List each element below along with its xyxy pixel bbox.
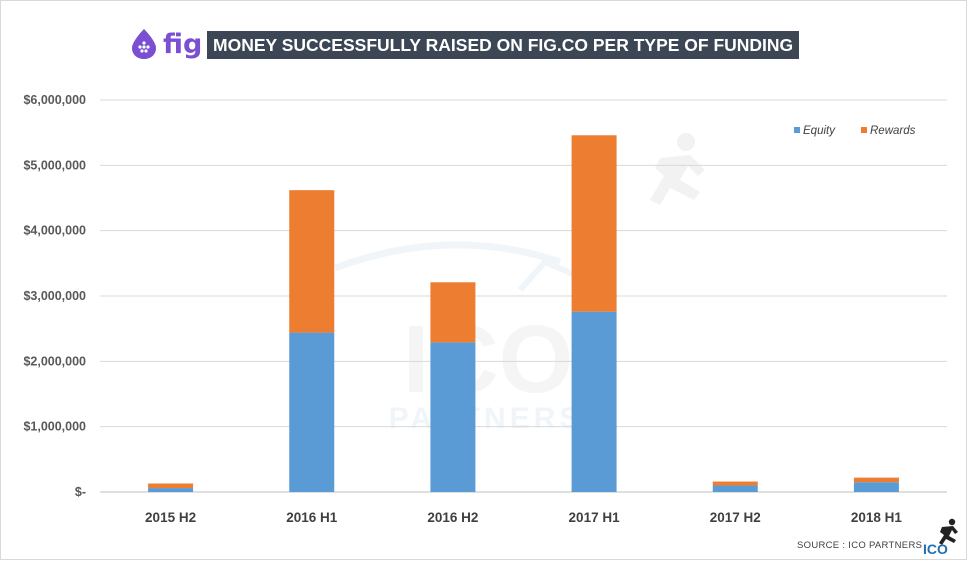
bar-rewards-2017-h1 <box>571 135 617 312</box>
bar-rewards-2016-h1 <box>289 190 335 333</box>
ico-text: ICO <box>923 541 948 556</box>
watermark-swoosh <box>333 241 562 272</box>
fig-drop-icon <box>132 29 156 59</box>
y-tick-label: $2,000,000 <box>23 354 86 368</box>
watermark-check <box>517 258 577 292</box>
x-tick-label: 2017 H2 <box>710 510 761 525</box>
legend-label-equity: Equity <box>803 125 836 137</box>
x-tick-label: 2016 H1 <box>286 510 338 525</box>
chart-title: MONEY SUCCESSFULLY RAISED ON FIG.CO PER … <box>207 31 800 59</box>
watermark-big-text: ICO <box>403 306 574 413</box>
legend: Equity Rewards <box>794 125 916 137</box>
x-axis-ticks: 2015 H2 2016 H1 2016 H2 2017 H1 2017 H2 2018 … <box>145 510 902 525</box>
bar-equity-2018-h1 <box>853 482 899 492</box>
x-tick-label: 2017 H1 <box>569 510 621 525</box>
bars <box>148 135 899 492</box>
logo-text: fig <box>163 28 203 60</box>
bar-equity-2016-h2 <box>430 342 476 492</box>
source-note: SOURCE : ICO PARTNERS <box>797 540 923 551</box>
bar-equity-2016-h1 <box>289 332 335 492</box>
y-axis-ticks: $- $1,000,000 $2,000,000 $3,000,000 $4,000,0… <box>23 93 86 499</box>
y-tick-label: $5,000,000 <box>23 158 86 172</box>
y-tick-label: $6,000,000 <box>23 93 86 107</box>
bar-equity-2017-h1 <box>571 311 617 492</box>
y-tick-label: $- <box>75 485 86 499</box>
bar-equity-2017-h2 <box>712 485 758 492</box>
x-tick-label: 2018 H1 <box>851 510 903 525</box>
legend-swatch-equity <box>794 127 800 133</box>
watermark: ICO PARTNERS <box>333 133 705 435</box>
legend-label-rewards: Rewards <box>870 125 916 137</box>
y-tick-label: $4,000,000 <box>23 224 86 238</box>
y-tick-label: $3,000,000 <box>23 289 86 303</box>
bar-rewards-2015-h2 <box>148 483 194 489</box>
legend-swatch-rewards <box>861 127 867 133</box>
fig-logo: fig <box>131 27 202 61</box>
ico-partners-logo: ICO <box>921 518 965 561</box>
x-tick-label: 2015 H2 <box>145 510 196 525</box>
y-tick-label: $1,000,000 <box>23 420 86 434</box>
watermark-small-text: PARTNERS <box>389 402 584 435</box>
x-tick-label: 2016 H2 <box>427 510 478 525</box>
bar-rewards-2016-h2 <box>430 282 476 343</box>
bar-rewards-2018-h1 <box>853 477 899 483</box>
bar-rewards-2017-h2 <box>712 481 758 486</box>
bar-equity-2015-h2 <box>148 488 194 492</box>
watermark-runner-icon <box>650 133 705 205</box>
ico-runner-icon: ICO <box>923 518 958 557</box>
gridlines <box>100 99 947 493</box>
